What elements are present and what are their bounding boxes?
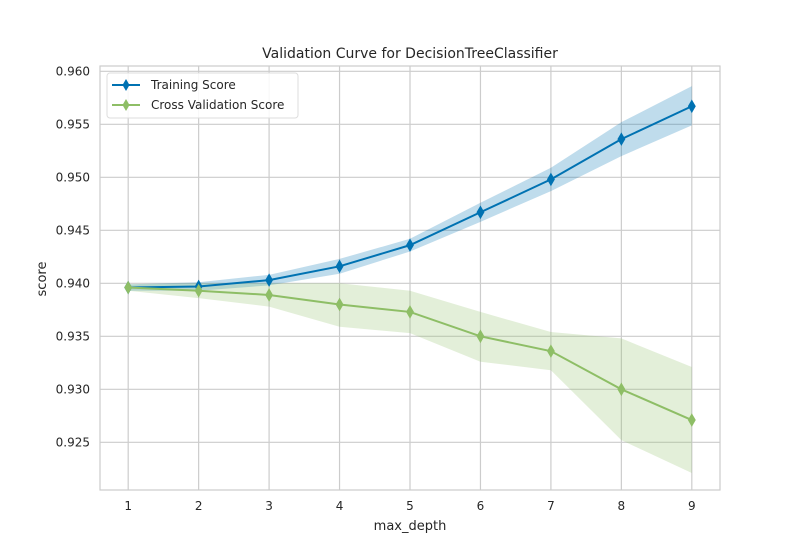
- y-tick-label: 0.945: [56, 223, 90, 237]
- x-axis-label: max_depth: [374, 519, 447, 534]
- data-point-series-1: [406, 305, 414, 319]
- chart-title: Validation Curve for DecisionTreeClassif…: [262, 46, 558, 62]
- legend-marker-series-1: [122, 99, 130, 111]
- data-point-series-0: [335, 259, 344, 274]
- legend-box: [106, 72, 299, 119]
- data-point-series-1: [194, 283, 203, 298]
- x-tick-label: 1: [124, 499, 132, 513]
- plot-area: 1 2 3 4 5 6 7 8 9 0.925 0.930 0.935 0.940 0.945 0.950 0…: [56, 64, 721, 513]
- legend: Training Score Cross Validation Score: [106, 72, 299, 119]
- x-tick-label: 4: [336, 499, 344, 513]
- x-tick-label: 3: [265, 499, 273, 513]
- data-point-series-0: [476, 205, 485, 220]
- data-point-series-0: [406, 238, 414, 252]
- legend-label-series-0: Training Score: [150, 78, 236, 92]
- x-tick-label: 9: [688, 499, 696, 513]
- data-point-series-0: [265, 273, 274, 287]
- data-point-series-1: [617, 382, 626, 397]
- x-tick-label: 6: [477, 499, 485, 513]
- y-tick-label: 0.950: [56, 170, 90, 184]
- y-tick-label: 0.935: [56, 329, 90, 343]
- y-tick-label: 0.940: [56, 276, 90, 290]
- x-tick-label: 5: [406, 499, 414, 513]
- data-point-series-0: [687, 99, 696, 114]
- legend-marker-series-0: [122, 79, 130, 91]
- y-tick-label: 0.930: [56, 382, 90, 396]
- data-point-series-1: [687, 413, 696, 427]
- data-point-series-1: [335, 297, 344, 312]
- legend-label-series-1: Cross Validation Score: [151, 98, 284, 112]
- plot-frame: [99, 65, 721, 491]
- data-point-series-0: [546, 172, 555, 187]
- confidence-band-series-1: [128, 283, 692, 474]
- data-point-series-0: [617, 132, 626, 146]
- y-tick-label: 0.960: [56, 64, 90, 78]
- x-tick-label: 7: [547, 499, 555, 513]
- y-axis-label: score: [35, 262, 50, 297]
- data-point-series-1: [124, 280, 133, 295]
- data-point-series-1: [476, 329, 485, 344]
- y-tick-label: 0.925: [56, 435, 90, 449]
- y-tick-label: 0.955: [56, 117, 90, 131]
- x-tick-label: 8: [618, 499, 626, 513]
- x-tick-label: 2: [195, 499, 203, 513]
- data-point-series-1: [546, 344, 555, 358]
- data-point-series-1: [265, 288, 274, 302]
